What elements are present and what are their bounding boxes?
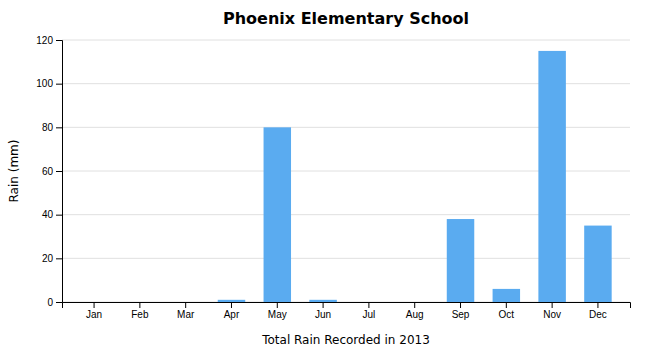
x-axis-title: Total Rain Recorded in 2013	[261, 333, 430, 347]
y-tick-label: 40	[42, 209, 54, 220]
x-tick-label: Sep	[452, 309, 470, 320]
bar	[264, 127, 291, 302]
bar	[355, 302, 382, 303]
tick-mark	[231, 302, 232, 308]
bar	[401, 302, 428, 303]
x-tick-label: Feb	[131, 309, 149, 320]
x-tick: May	[268, 302, 287, 320]
bar	[447, 219, 474, 302]
x-tick: Jul	[363, 302, 376, 320]
x-tick-label: Jun	[315, 309, 331, 320]
tick-mark	[506, 302, 507, 308]
x-tick-label: May	[268, 309, 287, 320]
x-tick: Feb	[131, 302, 149, 320]
y-tick: 40	[42, 209, 62, 220]
x-tick: Jun	[315, 302, 331, 320]
y-tick-label: 0	[47, 297, 53, 308]
tick-mark	[56, 302, 62, 303]
bar	[126, 302, 153, 303]
x-tick: Dec	[589, 302, 607, 320]
bar	[172, 302, 199, 303]
tick-mark	[56, 40, 62, 41]
tick-mark	[56, 258, 62, 259]
x-tick-label: Oct	[499, 309, 515, 320]
tick-mark	[414, 302, 415, 308]
grid-line	[62, 40, 630, 41]
tick-mark	[323, 302, 324, 308]
bar	[584, 226, 611, 302]
y-tick: 120	[36, 35, 62, 46]
bars	[218, 51, 612, 302]
tick-mark	[56, 84, 62, 85]
x-tick: Oct	[499, 302, 515, 320]
plot: Jan Feb Mar Apr May Jun Jul Aug Sep Oct Nov Dec 0 20 4…	[36, 35, 630, 320]
bar	[218, 300, 245, 302]
bar	[309, 300, 336, 302]
bar	[493, 289, 520, 302]
x-tick-label: Nov	[543, 309, 561, 320]
y-tick: 100	[36, 78, 62, 89]
y-axis-title: Rain (mm)	[7, 140, 21, 203]
y-tick: 0	[47, 297, 62, 308]
tick-mark	[94, 302, 95, 308]
tick-mark	[56, 215, 62, 216]
x-tick-label: Mar	[177, 309, 195, 320]
tick-mark	[460, 302, 461, 308]
x-tick: Sep	[452, 302, 470, 320]
y-tick-label: 60	[42, 166, 54, 177]
x-tick-label: Jul	[363, 309, 376, 320]
axis-line	[63, 303, 631, 309]
tick-mark	[597, 302, 598, 308]
tick-mark	[185, 302, 186, 308]
title: Phoenix Elementary School	[223, 9, 469, 28]
tick-mark	[552, 302, 553, 308]
x-axis: Jan Feb Mar Apr May Jun Jul Aug Sep Oct Nov Dec	[63, 302, 631, 320]
tick-mark	[368, 302, 369, 308]
tick-mark	[277, 302, 278, 308]
axis-line	[56, 41, 63, 303]
tick-mark	[56, 171, 62, 172]
x-tick: Aug	[406, 302, 424, 320]
chart: Jan Feb Mar Apr May Jun Jul Aug Sep Oct Nov Dec 0 20 4…	[0, 0, 650, 360]
y-tick: 80	[42, 122, 62, 133]
x-tick: Mar	[177, 302, 195, 320]
y-tick-label: 100	[36, 78, 53, 89]
y-tick: 60	[42, 166, 62, 177]
bar	[80, 302, 107, 303]
x-tick: Jan	[86, 302, 102, 320]
bar	[538, 51, 565, 302]
tick-mark	[139, 302, 140, 308]
y-tick-label: 80	[42, 122, 54, 133]
x-tick: Apr	[224, 302, 240, 320]
x-tick: Nov	[543, 302, 561, 320]
y-tick-label: 120	[36, 35, 53, 46]
y-tick-label: 20	[42, 253, 54, 264]
x-tick-label: Apr	[224, 309, 240, 320]
x-tick-label: Dec	[589, 309, 607, 320]
grid	[62, 40, 630, 302]
y-axis: 0 20 40 60 80 100 120	[36, 35, 62, 308]
x-tick-label: Jan	[86, 309, 102, 320]
tick-mark	[56, 127, 62, 128]
y-tick: 20	[42, 253, 62, 264]
x-tick-label: Aug	[406, 309, 424, 320]
